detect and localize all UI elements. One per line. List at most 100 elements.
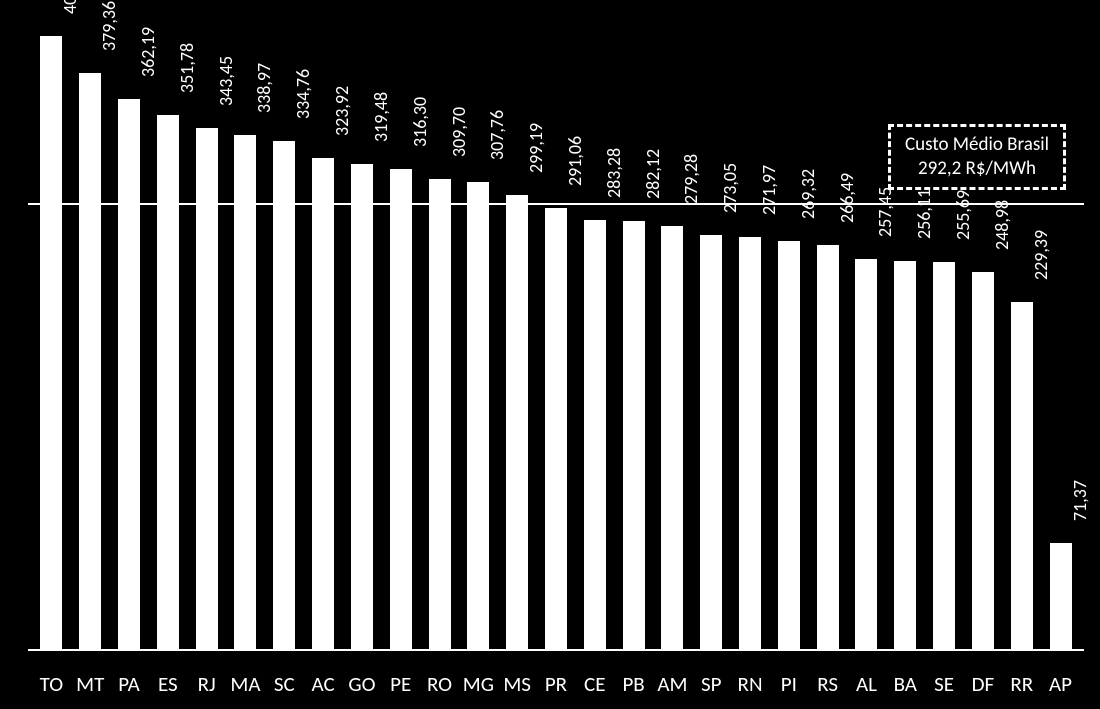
x-label-pa: PA xyxy=(110,671,149,697)
bar-slot: 273,05 xyxy=(692,10,731,651)
bar-value-label: 351,78 xyxy=(176,43,198,93)
bar-rr: 229,39 xyxy=(1010,301,1034,651)
bar-value-label: 283,28 xyxy=(603,148,625,198)
bar-value-label: 403,91 xyxy=(59,0,81,14)
bar-value-label: 248,98 xyxy=(991,200,1013,250)
bar-go: 319,48 xyxy=(350,163,374,651)
x-label-go: GO xyxy=(343,671,382,697)
x-label-rn: RN xyxy=(731,671,770,697)
bar-value-label: 309,70 xyxy=(448,107,470,157)
x-label-pr: PR xyxy=(537,671,576,697)
bar-value-label: 334,76 xyxy=(292,69,314,119)
x-label-sp: SP xyxy=(692,671,731,697)
bar-value-label: 271,97 xyxy=(758,165,780,215)
bar-value-label: 257,45 xyxy=(874,187,896,237)
bar-value-label: 323,92 xyxy=(331,86,353,136)
bar-ma: 338,97 xyxy=(233,134,257,651)
bar-slot: 71,37 xyxy=(1041,10,1080,651)
bar-rj: 343,45 xyxy=(195,127,219,651)
legend-line-1: Custo Médio Brasil xyxy=(905,133,1049,157)
x-label-ac: AC xyxy=(304,671,343,697)
bar-value-label: 269,32 xyxy=(797,169,819,219)
bar-slot: 351,78 xyxy=(148,10,187,651)
x-label-df: DF xyxy=(964,671,1003,697)
x-label-ms: MS xyxy=(498,671,537,697)
x-label-ba: BA xyxy=(886,671,925,697)
x-label-ap: AP xyxy=(1041,671,1080,697)
bar-slot: 403,91 xyxy=(32,10,71,651)
bar-se: 255,69 xyxy=(932,261,956,651)
bar-value-label: 362,19 xyxy=(137,27,159,77)
bar-value-label: 229,39 xyxy=(1030,230,1052,280)
bar-slot: 343,45 xyxy=(187,10,226,651)
x-label-sc: SC xyxy=(265,671,304,697)
x-label-es: ES xyxy=(148,671,187,697)
bar-value-label: 266,49 xyxy=(836,173,858,223)
bar-pb: 282,12 xyxy=(622,220,646,651)
bar-ro: 309,70 xyxy=(428,178,452,651)
bar-pa: 362,19 xyxy=(117,98,141,651)
x-label-pe: PE xyxy=(381,671,420,697)
x-axis-labels: TOMTPAESRJMASCACGOPEROMGMSPRCEPBAMSPRNPI… xyxy=(28,671,1084,697)
bar-slot: 362,19 xyxy=(110,10,149,651)
bar-pi: 269,32 xyxy=(777,240,801,651)
bar-to: 403,91 xyxy=(39,35,63,651)
bar-ap: 71,37 xyxy=(1049,542,1073,651)
bar-value-label: 279,28 xyxy=(680,154,702,204)
bar-slot: 338,97 xyxy=(226,10,265,651)
bar-es: 351,78 xyxy=(156,114,180,651)
x-label-pi: PI xyxy=(769,671,808,697)
bar-value-label: 291,06 xyxy=(564,136,586,186)
bar-value-label: 343,45 xyxy=(215,56,237,106)
bar-value-label: 319,48 xyxy=(370,92,392,142)
bar-slot: 229,39 xyxy=(1002,10,1041,651)
x-label-ro: RO xyxy=(420,671,459,697)
bar-value-label: 71,37 xyxy=(1069,480,1091,521)
bar-value-label: 273,05 xyxy=(719,163,741,213)
x-label-am: AM xyxy=(653,671,692,697)
bar-slot: 379,36 xyxy=(71,10,110,651)
cost-bar-chart: 403,91 379,36 362,19 351,78 343,45 338,97 334,… xyxy=(0,0,1100,709)
bar-slot: 271,97 xyxy=(731,10,770,651)
bar-value-label: 338,97 xyxy=(253,63,275,113)
bar-slot: 255,69 xyxy=(925,10,964,651)
bar-slot: 282,12 xyxy=(614,10,653,651)
bar-slot: 269,32 xyxy=(769,10,808,651)
bar-value-label: 256,11 xyxy=(913,189,935,239)
bar-ms: 299,19 xyxy=(505,194,529,651)
bar-rn: 271,97 xyxy=(738,236,762,651)
x-label-se: SE xyxy=(925,671,964,697)
x-label-pb: PB xyxy=(614,671,653,697)
bar-slot: 266,49 xyxy=(808,10,847,651)
bar-value-label: 299,19 xyxy=(525,123,547,173)
plot-area: 403,91 379,36 362,19 351,78 343,45 338,97 334,… xyxy=(28,10,1084,651)
bar-slot: 257,45 xyxy=(847,10,886,651)
bar-sp: 273,05 xyxy=(699,234,723,651)
x-label-ma: MA xyxy=(226,671,265,697)
bar-sc: 334,76 xyxy=(272,140,296,651)
bar-slot: 279,28 xyxy=(653,10,692,651)
average-legend-box: Custo Médio Brasil 292,2 R$/MWh xyxy=(888,124,1066,190)
legend-line-2: 292,2 R$/MWh xyxy=(905,157,1049,181)
x-label-al: AL xyxy=(847,671,886,697)
bar-value-label: 307,76 xyxy=(486,110,508,160)
bar-slot: 299,19 xyxy=(498,10,537,651)
bar-value-label: 282,12 xyxy=(642,149,664,199)
bar-value-label: 379,36 xyxy=(98,1,120,51)
bar-slot: 283,28 xyxy=(575,10,614,651)
bar-rs: 266,49 xyxy=(816,244,840,651)
bar-slot: 248,98 xyxy=(964,10,1003,651)
x-label-ce: CE xyxy=(575,671,614,697)
bar-am: 279,28 xyxy=(660,225,684,651)
bars-container: 403,91 379,36 362,19 351,78 343,45 338,97 334,… xyxy=(28,10,1084,651)
bar-ba: 256,11 xyxy=(893,260,917,651)
bar-ce: 283,28 xyxy=(583,219,607,651)
x-label-rr: RR xyxy=(1002,671,1041,697)
bar-value-label: 316,30 xyxy=(409,97,431,147)
bar-slot: 291,06 xyxy=(537,10,576,651)
bar-al: 257,45 xyxy=(854,258,878,651)
bar-mt: 379,36 xyxy=(78,72,102,651)
x-label-mt: MT xyxy=(71,671,110,697)
bar-slot: 256,11 xyxy=(886,10,925,651)
bar-ac: 323,92 xyxy=(311,157,335,651)
